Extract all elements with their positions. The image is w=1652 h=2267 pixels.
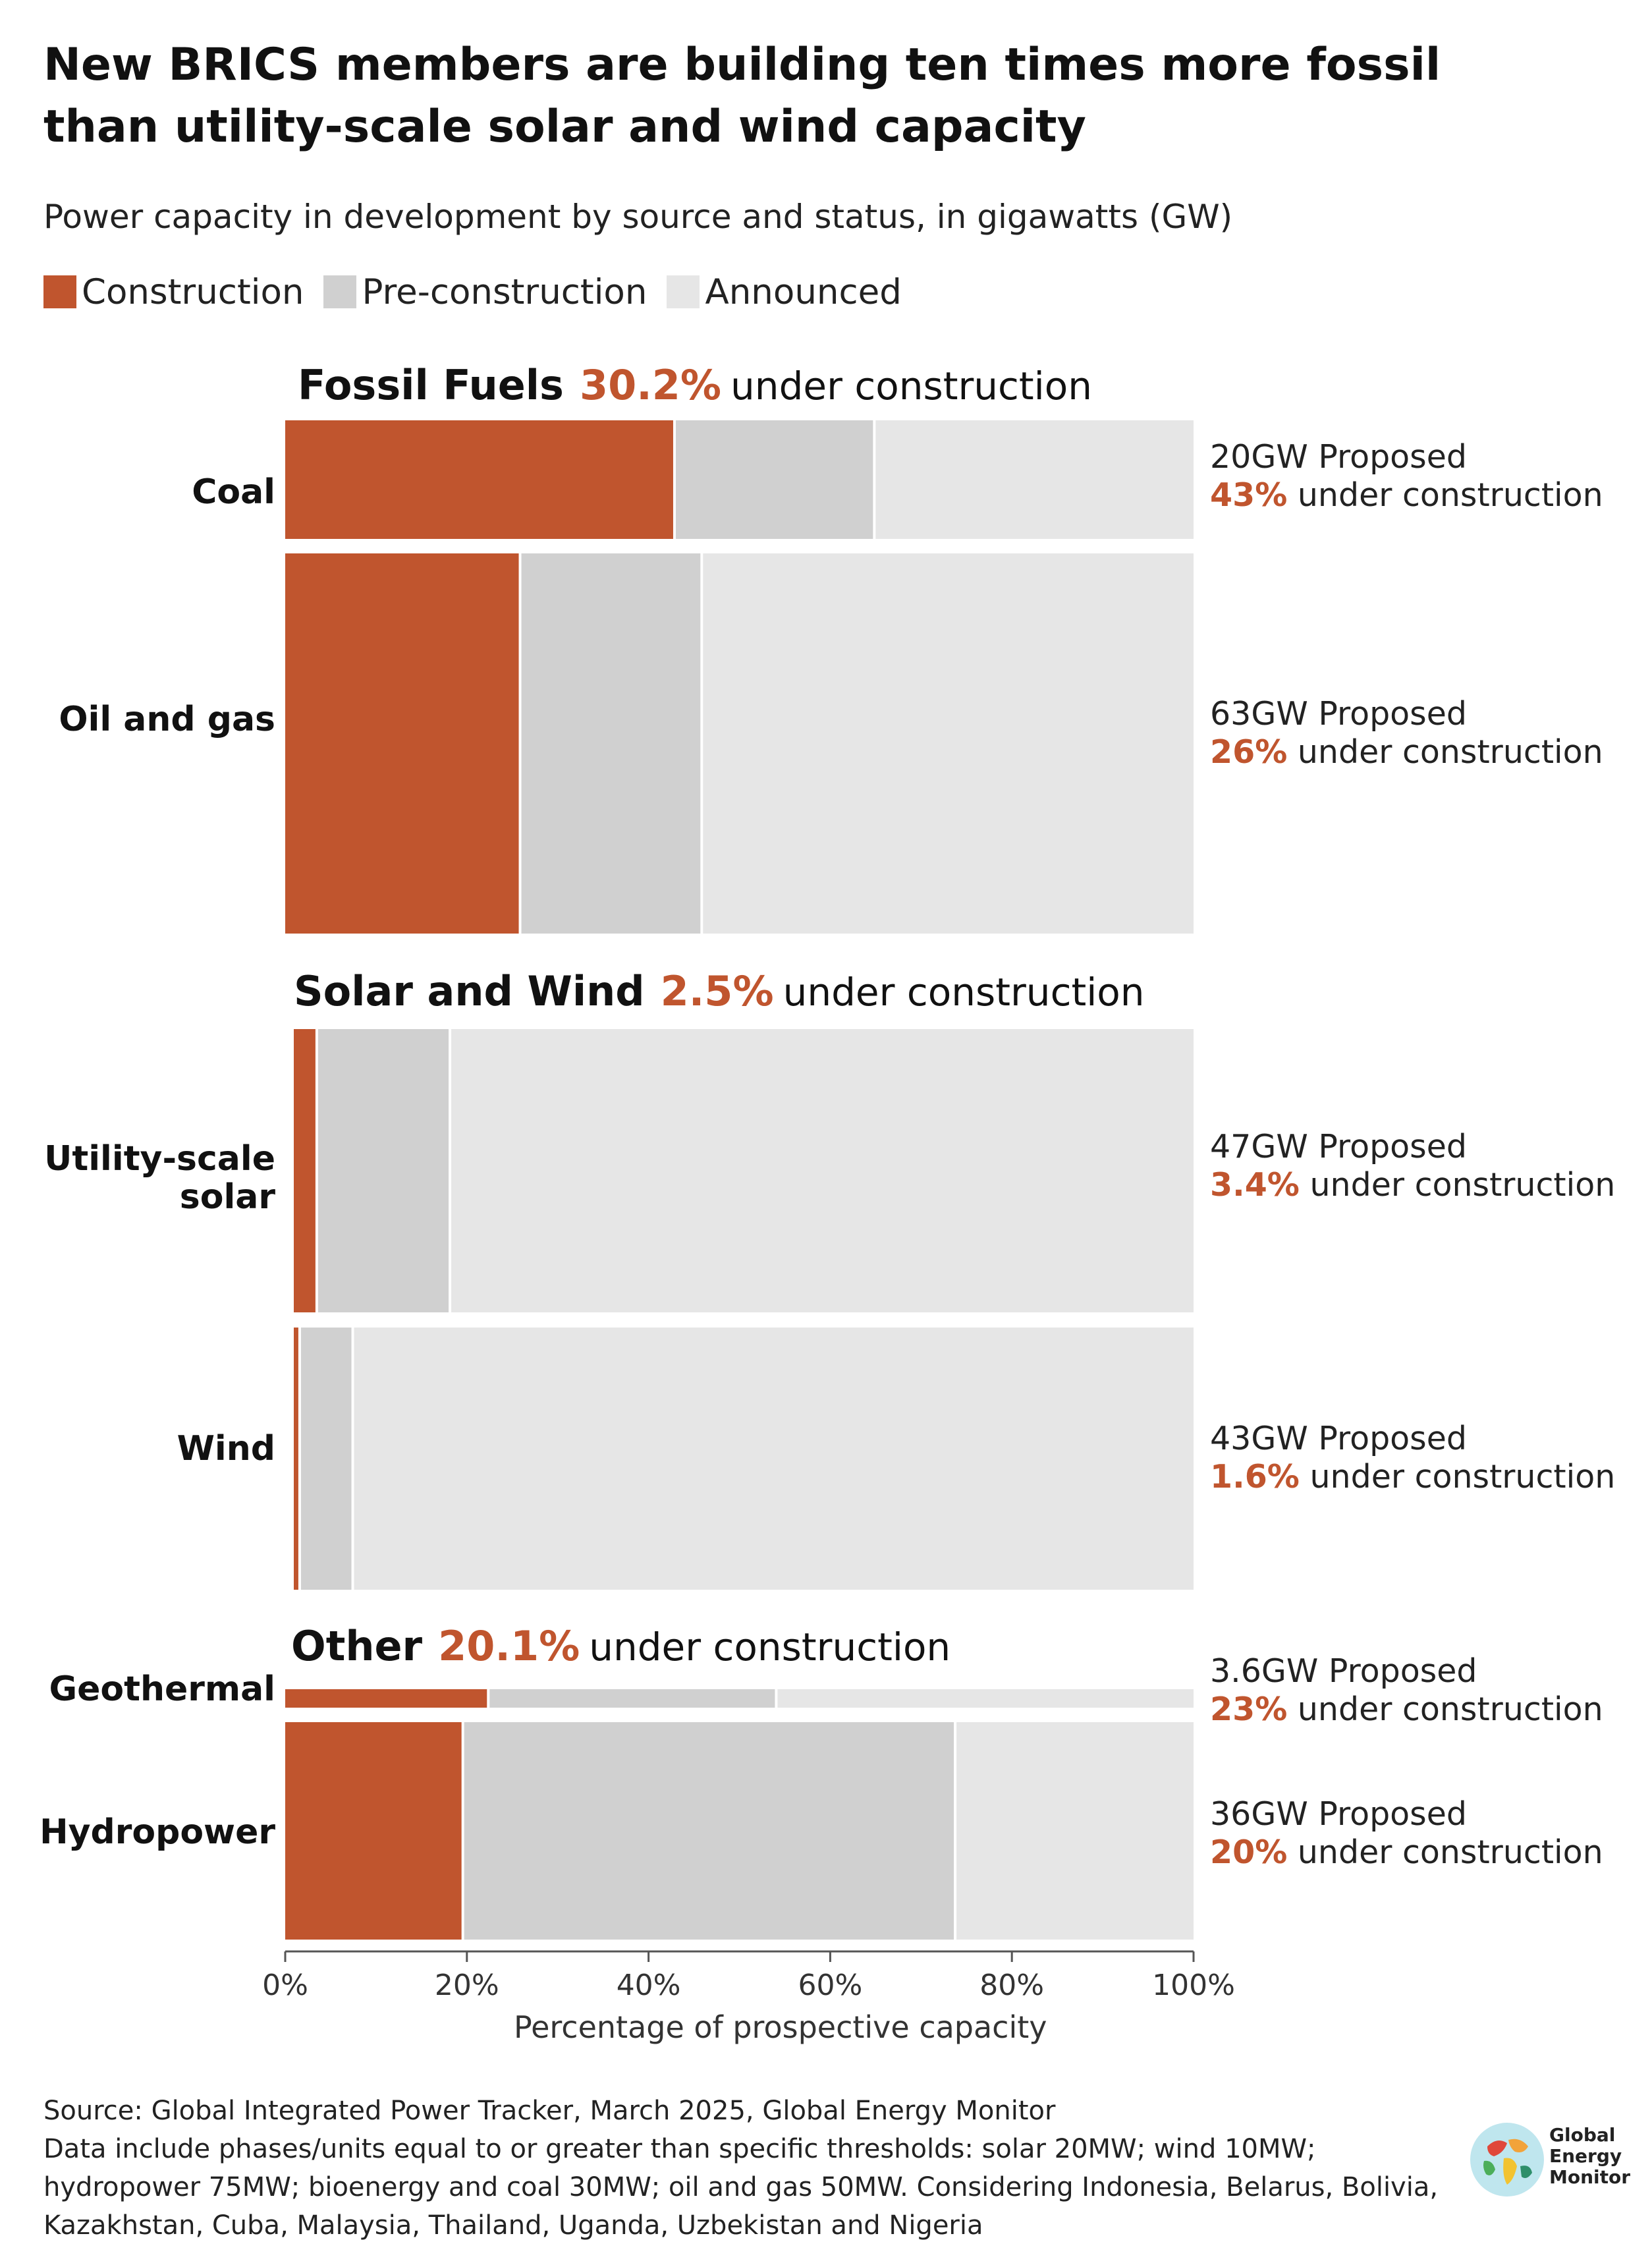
group-pct: 30.2% [579,361,722,409]
chart-subtitle: Power capacity in development by source … [43,198,1233,236]
bar-hydropower-construction [285,1722,462,1940]
bar-utility-scale-solar-announced [451,1029,1194,1312]
bar-utility-scale-solar-pre-construction [317,1029,449,1312]
x-tick-label: 100% [1152,1969,1235,2002]
legend-item-construction: Construction [43,272,304,312]
annotation-pct: 1.6% [1210,1458,1300,1496]
category-label-hydropower: Hydropower [40,1812,275,1852]
legend-label-construction: Construction [82,271,304,312]
bar-oil-and-gas-construction [285,553,519,934]
bar-geothermal-pre-construction [489,1689,775,1708]
annotation-proposed: 36GW Proposed [1210,1795,1467,1833]
bar-coal-construction [285,420,673,539]
group-title-other: Other 20.1% under construction [291,1622,950,1670]
stacked-bar-chart: 0% 20% 40% 60% 80% 100% [262,420,1235,2002]
annotation-proposed: 43GW Proposed [1210,1420,1467,1457]
annotation-construction: 43% under construction [1210,476,1603,515]
group-name: Other [291,1622,423,1670]
bars-layer [285,420,1194,1940]
annotation-pct: 20% [1210,1833,1288,1871]
source-line: Kazakhstan, Cuba, Malaysia, Thailand, Ug… [43,2210,983,2241]
group-name: Fossil Fuels [298,361,564,409]
logo-line: Energy [1549,2145,1622,2167]
annotation-geothermal: 3.6GW Proposed 23% under construction [1210,1652,1603,1729]
legend-label-pre-construction: Pre-construction [362,271,647,312]
bar-oil-and-gas-pre-construction [521,553,701,934]
bar-coal-announced [875,420,1194,539]
bar-oil-and-gas-announced [703,553,1194,934]
annotation-pct: 43% [1210,476,1288,514]
legend: Construction Pre-construction Announced [43,269,922,315]
legend-item-pre-construction: Pre-construction [323,272,647,312]
group-title-solar-wind: Solar and Wind 2.5% under construction [294,967,1145,1015]
logo-text: Global Energy Monitor [1549,2125,1630,2188]
bar-wind-construction [294,1328,298,1590]
x-tick-label: 40% [617,1969,681,2002]
bar-hydropower-announced [956,1722,1194,1940]
legend-swatch-construction [43,275,76,308]
source-line: hydropower 75MW; bioenergy and coal 30MW… [43,2172,1439,2202]
category-label-coal: Coal [192,472,275,512]
annotation-construction: 26% under construction [1210,733,1603,771]
annotation-pct: 23% [1210,1691,1288,1728]
annotation-wind: 43GW Proposed 1.6% under construction [1210,1420,1615,1496]
bar-hydropower-pre-construction [464,1722,954,1940]
x-tick-label: 20% [435,1969,499,2002]
annotation-pct: 3.4% [1210,1166,1300,1204]
annotation-construction: 3.4% under construction [1210,1166,1615,1204]
annotation-proposed: 63GW Proposed [1210,695,1467,733]
source-notes: Source: Global Integrated Power Tracker,… [43,2092,1438,2245]
legend-swatch-pre-construction [323,275,357,308]
annotation-suffix: under construction [1297,1691,1603,1728]
annotation-proposed: 47GW Proposed [1210,1128,1467,1165]
source-line: Source: Global Integrated Power Tracker,… [43,2096,1056,2126]
source-line: Data include phases/units equal to or gr… [43,2134,1316,2164]
bar-geothermal-construction [285,1689,487,1708]
category-label-wind: Wind [177,1429,275,1469]
annotation-suffix: under construction [1297,1833,1603,1871]
annotation-pct: 26% [1210,733,1288,771]
x-tick-label: 80% [979,1969,1044,2002]
bar-wind-announced [354,1328,1194,1590]
x-axis: 0% 20% 40% 60% 80% 100% [262,1950,1235,2002]
x-axis-title: Percentage of prospective capacity [514,2009,1047,2045]
category-label-oil-and-gas: Oil and gas [59,700,275,739]
group-title-fossil-fuels: Fossil Fuels 30.2% under construction [298,361,1092,409]
annotation-construction: 20% under construction [1210,1833,1603,1872]
annotation-construction: 23% under construction [1210,1691,1603,1729]
legend-swatch-announced [667,275,700,308]
category-label-utility-scale-solar: Utility-scale solar [44,1139,275,1217]
bar-coal-pre-construction [675,420,873,539]
annotation-proposed: 3.6GW Proposed [1210,1652,1477,1690]
legend-item-announced: Announced [667,271,902,312]
bar-utility-scale-solar-construction [294,1029,316,1312]
group-pct: 2.5% [660,967,774,1015]
globe-logo-icon [1470,2123,1544,2197]
group-suffix: under construction [589,1625,951,1669]
group-suffix: under construction [730,364,1093,408]
annotation-proposed: 20GW Proposed [1210,438,1467,476]
annotation-suffix: under construction [1309,1166,1616,1204]
bar-wind-pre-construction [300,1328,352,1590]
annotation-coal: 20GW Proposed 43% under construction [1210,438,1603,515]
annotation-construction: 1.6% under construction [1210,1458,1615,1496]
logo-line: Monitor [1549,2166,1631,2188]
bar-geothermal-announced [777,1689,1194,1708]
annotation-suffix: under construction [1309,1458,1616,1496]
category-label-geothermal: Geothermal [49,1669,275,1709]
annotation-suffix: under construction [1297,733,1603,771]
x-tick-label: 60% [798,1969,863,2002]
group-name: Solar and Wind [294,967,645,1015]
x-tick-label: 0% [262,1969,308,2002]
annotation-suffix: under construction [1297,476,1603,514]
group-suffix: under construction [783,970,1145,1015]
annotation-oil-and-gas: 63GW Proposed 26% under construction [1210,695,1603,771]
chart-title: New BRICS members are building ten times… [43,39,1441,153]
group-pct: 20.1% [438,1622,580,1670]
annotation-hydropower: 36GW Proposed 20% under construction [1210,1795,1603,1872]
legend-label-announced: Announced [705,271,902,312]
logo-line: Global [1549,2124,1616,2146]
annotation-utility-scale-solar: 47GW Proposed 3.4% under construction [1210,1128,1615,1204]
